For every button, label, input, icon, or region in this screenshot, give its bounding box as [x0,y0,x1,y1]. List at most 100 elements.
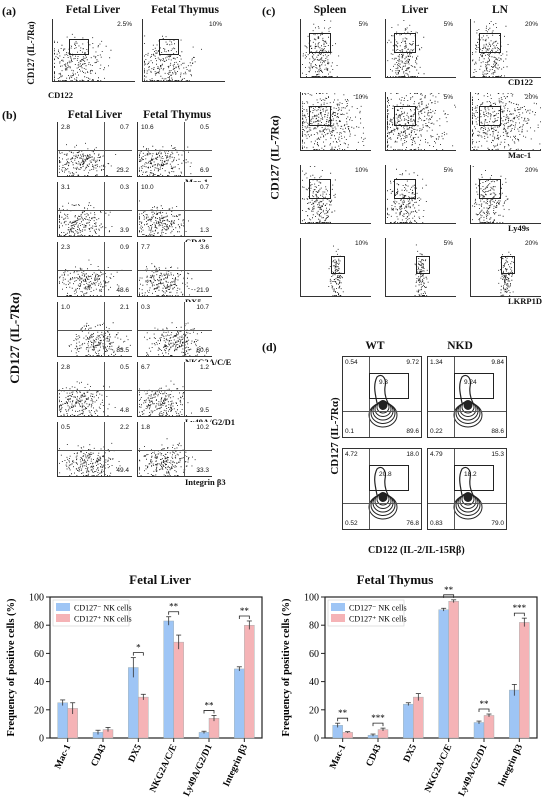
panel-b-label: (b) [2,108,17,122]
liver-bar-legend-label: CD127⁻ NK cells [74,604,132,613]
liver-bar-ytick-label: 40 [34,677,44,688]
scatter-dots [59,381,116,416]
liver-bar-significance-bracket [168,611,180,615]
panel-b-col-title-thymus: Fetal Thymus [143,109,211,121]
liver-bar-ytick-label: 100 [29,593,44,604]
quadrant-upper-left: 4.79 [430,451,443,458]
scatter-dots [328,245,344,296]
thymus-bar-ytick-label: 80 [309,621,319,632]
thymus-bar-ytick-label: 100 [304,593,319,604]
panel-c-percent: 20% [524,167,538,174]
quadrant-vline [104,122,105,176]
liver-bar-legend-swatch [56,603,70,611]
liver-bar-bar [163,620,174,739]
panel-c-label: (c) [262,4,276,18]
thymus-bar-ytick-label: 40 [309,677,319,688]
panel-d-contour-plot: 4.72 18.0 20.8 0.52 76.8 [342,448,422,530]
quadrant-upper-left: 10.0 [141,184,154,191]
liver-bar-bar [138,696,149,739]
bar-chart-thymus: 0 20 40 60 80 100 Frequency of positive cells … [281,585,538,797]
scatter-dots [472,166,510,223]
quadrant-hline [58,390,132,391]
quadrant-lower-right: 49.4 [116,467,129,474]
quadrant-upper-right: 10.7 [196,304,209,311]
quadrant-upper-right: 0.7 [119,124,129,131]
quadrant-upper-right: 10.2 [196,424,209,431]
panel-c-marker-label: Ly49s [508,223,530,233]
liver-bar-xtick-label: Mac-1 [53,743,73,771]
panel-d-col-title-wt: WT [365,340,385,352]
quadrant-lower-right: 33.3 [196,467,209,474]
gate-percent: 20.8 [379,471,392,478]
panel-d-contour-plot: 4.79 15.3 18.2 0.83 79.0 [427,448,507,530]
liver-bar-xtick-label: CD43 [90,743,109,768]
quadrant-upper-left: 2.3 [61,244,71,251]
quadrant-hline [58,210,132,211]
panel-b-dotplot-thymus: 10.6 0.5 6.9 [137,122,212,177]
panel-c-dotplot: 5% [300,19,371,78]
panel-b-dotplot-thymus: 0.3 10.7 80.6 [137,302,212,357]
panel-d-gate [454,373,494,399]
quadrant-lower-right: 9.5 [199,407,209,414]
panel-c-percent: 5% [443,94,453,101]
quadrant-vline [184,302,185,356]
bar-chart-liver: 0 20 40 60 80 100 Frequency of positive cells … [6,593,263,797]
quadrant-hline [58,270,132,271]
thymus-bar-ytick-label: 0 [314,734,319,745]
contour-lines [453,466,483,520]
quadrant-vline [104,302,105,356]
panel-c-gate [479,33,501,53]
quadrant-hline [428,503,506,504]
scatter-dots [414,244,429,296]
panel-c-dotplot: 5% [385,19,456,78]
quadrant-hline [138,330,212,331]
quadrant-lower-right: 23.2 [116,167,129,174]
liver-bar-significance-label: ** [240,606,250,616]
thymus-bar-significance-label: ** [444,585,454,595]
liver-bar-bar [57,702,68,739]
panel-c-col-title-liver: Liver [401,4,429,16]
liver-bar-legend-swatch [56,614,70,622]
thymus-bar-ytick-label: 20 [309,705,319,716]
scatter-dots [144,322,207,356]
quadrant-upper-left: 1.8 [141,424,151,431]
liver-bar-ytick-label: 80 [34,621,44,632]
panel-d-label: (d) [262,340,277,354]
thymus-bar-ytick-label: 60 [309,649,319,660]
quadrant-upper-left: 1.34 [430,359,443,366]
panel-c-percent: 20% [524,94,538,101]
scatter-dots [139,200,189,236]
thymus-bar-significance-label: *** [371,713,385,723]
gate-percent: 9.3 [379,379,389,386]
quadrant-upper-left: 0.54 [345,359,358,366]
liver-bar-bar [128,667,139,739]
quadrant-vline [104,182,105,236]
panel-c-gate [309,106,331,126]
quadrant-upper-right: 0.5 [199,124,209,131]
panel-a-percent: 10% [208,21,222,28]
quadrant-lower-left: 0.52 [345,520,358,527]
panel-b-dotplot-thymus: 1.8 10.2 33.3 [137,422,212,477]
scatter-dots [59,202,113,236]
panel-c-percent: 20% [524,21,538,28]
quadrant-hline [428,411,506,412]
panel-c-dotplot: 20% [470,165,541,224]
quadrant-upper-left: 10.6 [141,124,154,131]
panel-c-gate [479,179,501,199]
panel-c-dotplot: 20% [470,19,541,78]
thymus-bar-significance-label: ** [480,699,490,709]
quadrant-upper-left: 0.5 [61,424,71,431]
quadrant-upper-right: 2.1 [119,304,129,311]
panel-c-dotplot: 5% [385,165,456,224]
thymus-bar-xtick-label: Mac-1 [328,743,348,771]
liver-bar-bar [244,625,255,739]
quadrant-lower-left: 0.22 [430,428,443,435]
scatter-dots [139,380,192,416]
panel-c-gate [394,33,416,53]
panel-c-dotplot: 10% [300,92,371,151]
quadrant-hline [138,390,212,391]
panel-c-gate [479,106,501,126]
quadrant-hline [58,150,132,151]
thymus-bar-legend-swatch [331,614,345,622]
quadrant-lower-right: 83.5 [116,347,129,354]
